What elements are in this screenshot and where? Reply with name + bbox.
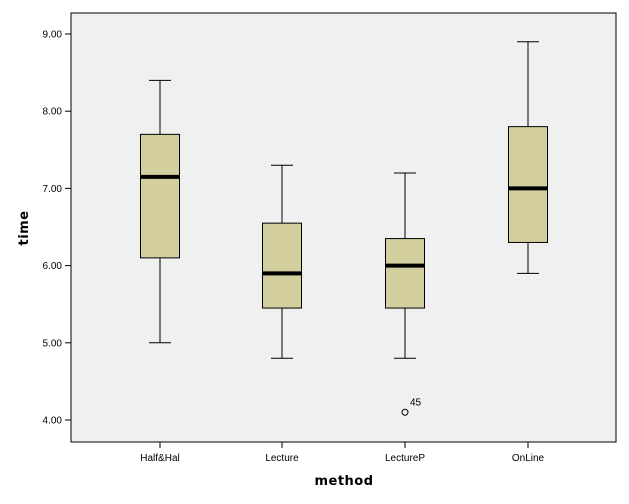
iqr-box (508, 126, 548, 243)
y-tick-label: 4.00 (43, 416, 63, 427)
y-tick-label: 7.00 (43, 184, 63, 195)
boxes: 45 (140, 41, 548, 416)
y-axis-title: time (17, 210, 32, 245)
y-axis: 4.00 5.00 6.00 7.00 8.00 9.00 (43, 30, 71, 427)
y-tick-label: 8.00 (43, 107, 63, 118)
y-tick-label: 5.00 (43, 338, 63, 349)
y-tick-label: 6.00 (43, 261, 63, 272)
box-lecture (262, 164, 302, 359)
x-axis: Half&Hal Lecture LectureP OnLine (140, 442, 545, 464)
outlier-marker (401, 408, 409, 416)
iqr-box (385, 238, 425, 309)
y-tick-label: 9.00 (43, 30, 63, 41)
box-online (508, 41, 548, 274)
outlier-label: 45 (410, 397, 422, 408)
box-lecturep: 45 (385, 172, 425, 416)
x-tick-label: Lecture (265, 453, 299, 464)
iqr-box (140, 133, 180, 259)
x-tick-label: LectureP (385, 453, 425, 464)
x-tick-label: OnLine (512, 453, 545, 464)
iqr-box (262, 222, 302, 309)
box-half-hal (140, 79, 180, 344)
x-axis-title: method (314, 474, 373, 489)
x-tick-label: Half&Hal (140, 453, 179, 464)
